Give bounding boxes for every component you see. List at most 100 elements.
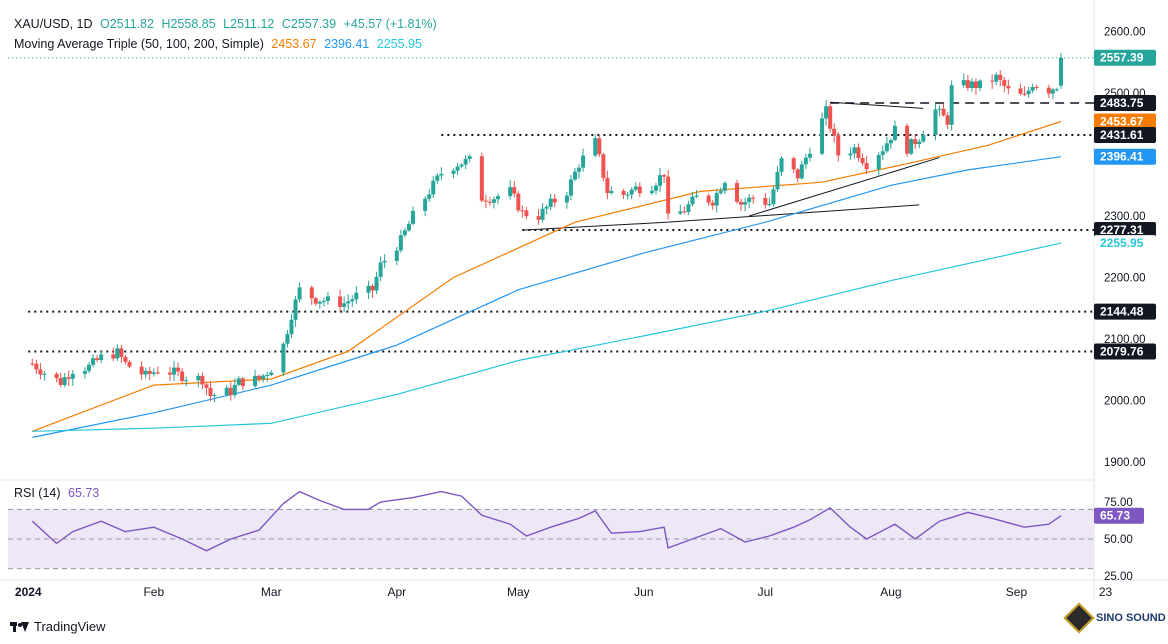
candle-body [66, 377, 71, 379]
time-tick-label: Feb [143, 585, 164, 599]
candle-body [346, 301, 351, 304]
candle-body [1046, 87, 1051, 94]
candle-body [625, 194, 630, 196]
candle-body [212, 395, 217, 397]
candle [176, 362, 181, 377]
candle [714, 188, 719, 213]
price-tick-label: 2300.00 [1104, 211, 1146, 223]
candle [577, 164, 582, 179]
candle-body [775, 171, 780, 190]
candle-body [151, 372, 156, 374]
candle [540, 203, 545, 223]
candle-body [451, 170, 456, 174]
candle [775, 166, 780, 192]
candle-body [196, 375, 201, 381]
candle-body [735, 183, 739, 202]
candle [568, 175, 573, 201]
candle-body [520, 210, 525, 212]
candle [564, 191, 569, 209]
candles [30, 52, 1063, 403]
candle [281, 342, 286, 377]
candle-body [127, 361, 132, 367]
candle-body [111, 354, 116, 359]
candle-body [236, 378, 241, 385]
candle [508, 180, 513, 200]
candle [463, 154, 468, 170]
candle [941, 103, 946, 117]
price-tag-label: 2453.67 [1100, 114, 1144, 128]
candle-body [435, 175, 440, 181]
candle [342, 296, 347, 313]
candle-body [978, 80, 982, 88]
candle [261, 373, 266, 383]
candle [864, 155, 869, 175]
candle-body [208, 387, 213, 397]
candle-body [824, 106, 829, 119]
candle [552, 193, 557, 208]
candle-body [58, 378, 63, 385]
candle-body [382, 260, 387, 263]
candle [791, 156, 796, 174]
candle-body [253, 375, 258, 387]
candle [990, 74, 995, 89]
candle-body [325, 296, 330, 301]
ma200-value: 2255.95 [376, 37, 422, 51]
time-tick-label: 23 [1099, 585, 1113, 599]
candle-body [172, 367, 177, 375]
price-tag-label: 2483.75 [1100, 96, 1144, 110]
candle [1006, 79, 1011, 95]
legend-close: C2557.39 [281, 17, 337, 31]
candle-body [998, 74, 1003, 80]
price-tick-label: 2600.00 [1104, 27, 1146, 39]
candle [921, 130, 926, 143]
price-tag-label: 2277.31 [1100, 223, 1144, 237]
candle [888, 138, 893, 150]
candle [111, 347, 116, 362]
ma-legend: Moving Average Triple (50, 100, 200, Sim… [14, 37, 426, 51]
candle-body [1026, 90, 1031, 95]
candle [257, 374, 262, 382]
candle-body [370, 285, 375, 291]
candle [807, 147, 812, 162]
legend-high: H2558.85 [161, 17, 216, 31]
candle-body [1059, 57, 1063, 86]
candle-body [38, 369, 43, 375]
candle-body [289, 319, 294, 335]
price-tag-label: 2144.48 [1100, 305, 1144, 319]
rsi-tick-label: 75.00 [1104, 497, 1133, 509]
candle [913, 134, 918, 149]
candle [880, 145, 885, 161]
candle-body [937, 108, 942, 110]
candle [1046, 84, 1051, 98]
candle-body [820, 118, 825, 154]
candle-body [799, 164, 804, 179]
candle [1026, 86, 1031, 98]
candle-body [374, 276, 379, 291]
candle [423, 196, 428, 217]
candle-body [42, 373, 47, 375]
candle [581, 148, 586, 172]
tradingview-logo[interactable]: TradingView [10, 619, 106, 634]
candle [524, 207, 529, 220]
candle-body [888, 140, 893, 144]
candle-body [807, 153, 812, 158]
candle-body [686, 204, 691, 212]
candle-body [204, 384, 209, 388]
candle-body [573, 171, 577, 180]
candle [933, 103, 938, 141]
candle-body [848, 153, 853, 156]
candle [285, 329, 290, 348]
candle [66, 370, 71, 387]
time-tick-label: Aug [880, 585, 901, 599]
candle-body [880, 151, 885, 155]
price-tag-bg [1094, 94, 1156, 111]
candle [767, 197, 772, 207]
price-tag-label: 2079.76 [1100, 344, 1144, 358]
candle-body [961, 80, 966, 86]
tradingview-label: TradingView [34, 619, 106, 634]
candle [431, 175, 436, 199]
candle-body [1018, 88, 1023, 94]
candle [949, 80, 954, 131]
candle [293, 296, 298, 327]
